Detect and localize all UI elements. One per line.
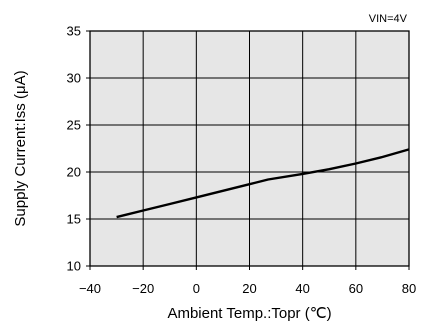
x-axis-title: Ambient Temp.:Topr (℃) — [167, 305, 331, 322]
x-tick-label: −40 — [79, 281, 101, 296]
x-tick-label: 40 — [295, 281, 309, 296]
grid-lines — [90, 31, 409, 266]
x-tick-label: 0 — [193, 281, 200, 296]
y-tick-label: 20 — [67, 165, 81, 180]
x-tick-label: 20 — [242, 281, 256, 296]
series-line-supply-current — [116, 148, 410, 219]
x-tick-label: 80 — [402, 281, 416, 296]
x-axis-ticks: −40 −20 0 20 40 60 80 — [79, 266, 416, 296]
x-tick-label: −20 — [132, 281, 154, 296]
y-tick-label: 10 — [67, 259, 81, 274]
y-axis-ticks: 10 15 20 25 30 35 — [67, 24, 90, 274]
y-tick-label: 35 — [67, 24, 81, 39]
y-tick-label: 15 — [67, 212, 81, 227]
y-tick-label: 25 — [67, 118, 81, 133]
y-tick-label: 30 — [67, 71, 81, 86]
y-axis-title: Supply Current:Iss (μA) — [12, 70, 29, 226]
condition-label: VIN=4V — [369, 13, 408, 25]
x-tick-label: 60 — [349, 281, 363, 296]
